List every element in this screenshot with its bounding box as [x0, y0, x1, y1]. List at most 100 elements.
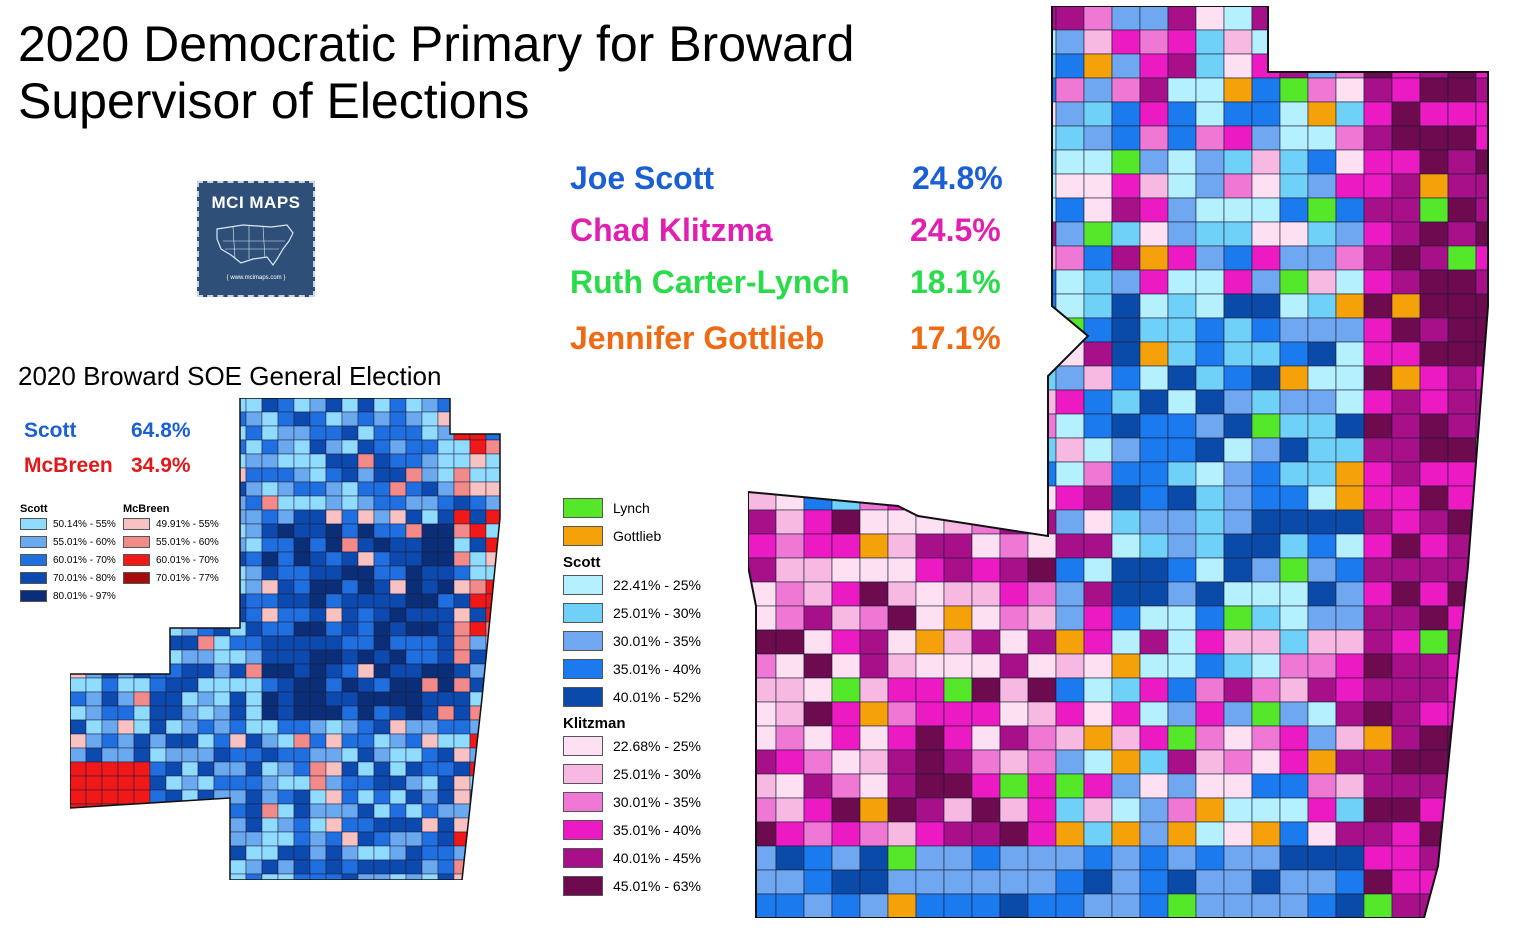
- precinct-cell: [971, 413, 1001, 439]
- precinct-cell: [971, 725, 1001, 751]
- precinct-cell: [357, 761, 375, 777]
- precinct-cell: [1475, 317, 1488, 343]
- precinct-cell: [70, 565, 87, 581]
- precinct-cell: [1055, 749, 1085, 775]
- precinct-cell: [775, 605, 805, 631]
- precinct-cell: [277, 425, 295, 441]
- precinct-cell: [101, 481, 119, 497]
- precinct-cell: [943, 77, 973, 103]
- precinct-cell: [803, 269, 833, 295]
- precinct-cell: [887, 797, 917, 823]
- precinct-cell: [775, 413, 805, 439]
- precinct-cell: [999, 533, 1029, 559]
- precinct-cell: [803, 773, 833, 799]
- precinct-cell: [748, 125, 777, 151]
- precinct-cell: [1475, 221, 1488, 247]
- precinct-cell: [85, 607, 103, 623]
- precinct-cell: [748, 797, 777, 823]
- precinct-cell: [1475, 725, 1488, 751]
- precinct-cell: [70, 691, 87, 707]
- precinct-cell: [1307, 197, 1337, 223]
- precinct-cell: [70, 551, 87, 567]
- precinct-cell: [453, 579, 471, 595]
- precinct-cell: [149, 635, 167, 651]
- precinct-cell: [1055, 557, 1085, 583]
- precinct-cell: [1167, 293, 1197, 319]
- precinct-cell: [389, 649, 407, 665]
- precinct-cell: [117, 649, 135, 665]
- precinct-cell: [245, 607, 263, 623]
- precinct-cell: [1504, 390, 1526, 414]
- precinct-cell: [748, 533, 777, 559]
- precinct-cell: [1223, 77, 1253, 103]
- precinct-cell: [197, 831, 215, 847]
- precinct-cell: [748, 149, 777, 175]
- precinct-cell: [245, 523, 263, 539]
- precinct-cell: [775, 125, 805, 151]
- precinct-cell: [70, 621, 87, 637]
- precinct-cell: [915, 29, 945, 55]
- primary-legend-klitzman-swatch: [563, 792, 603, 812]
- precinct-cell: [1223, 149, 1253, 175]
- precinct-cell: [1475, 797, 1488, 823]
- precinct-cell: [1391, 269, 1421, 295]
- precinct-cell: [1083, 557, 1113, 583]
- precinct-cell: [1251, 797, 1281, 823]
- precinct-cell: [1251, 197, 1281, 223]
- precinct-cell: [1223, 173, 1253, 199]
- precinct-cell: [453, 719, 471, 735]
- precinct-cell: [1504, 750, 1526, 774]
- precinct-cell: [971, 509, 1001, 535]
- precinct-cell: [149, 495, 167, 511]
- precinct-cell: [133, 733, 151, 749]
- precinct-cell: [309, 733, 327, 749]
- precinct-cell: [261, 453, 279, 469]
- precinct-cell: [1279, 725, 1309, 751]
- precinct-cell: [1083, 173, 1113, 199]
- precinct-cell: [887, 821, 917, 847]
- precinct-cell: [165, 691, 183, 707]
- precinct-cell: [1363, 797, 1393, 823]
- precinct-cell: [213, 593, 231, 609]
- precinct-cell: [1447, 77, 1477, 103]
- precinct-cell: [887, 869, 917, 895]
- precinct-cell: [1391, 773, 1421, 799]
- precinct-cell: [748, 53, 777, 79]
- precinct-cell: [1251, 365, 1281, 391]
- precinct-cell: [859, 581, 889, 607]
- precinct-cell: [229, 873, 247, 880]
- precinct-cell: [341, 621, 359, 637]
- precinct-cell: [213, 551, 231, 567]
- precinct-cell: [859, 893, 889, 918]
- precinct-cell: [1055, 437, 1085, 463]
- precinct-cell: [277, 677, 295, 693]
- precinct-cell: [1083, 317, 1113, 343]
- precinct-cell: [1279, 509, 1309, 535]
- precinct-cell: [831, 485, 861, 511]
- precinct-cell: [357, 509, 375, 525]
- precinct-cell: [1307, 533, 1337, 559]
- precinct-cell: [887, 605, 917, 631]
- precinct-cell: [453, 859, 471, 875]
- precinct-cell: [149, 859, 167, 875]
- precinct-cell: [213, 817, 231, 833]
- precinct-cell: [803, 437, 833, 463]
- precinct-cell: [1223, 269, 1253, 295]
- precinct-cell: [1055, 461, 1085, 487]
- precinct-cell: [245, 803, 263, 819]
- precinct-cell: [421, 649, 439, 665]
- precinct-cell: [831, 317, 861, 343]
- precinct-cell: [1139, 101, 1169, 127]
- primary-legend-candidate-label: Gottlieb: [613, 528, 662, 544]
- precinct-cell: [293, 495, 311, 511]
- precinct-cell: [1504, 510, 1526, 534]
- precinct-cell: [341, 789, 359, 805]
- precinct-cell: [999, 317, 1029, 343]
- precinct-cell: [101, 439, 119, 455]
- precinct-cell: [277, 467, 295, 483]
- precinct-cell: [1363, 557, 1393, 583]
- precinct-cell: [213, 691, 231, 707]
- precinct-cell: [1139, 509, 1169, 535]
- precinct-cell: [101, 719, 119, 735]
- precinct-cell: [1279, 6, 1309, 31]
